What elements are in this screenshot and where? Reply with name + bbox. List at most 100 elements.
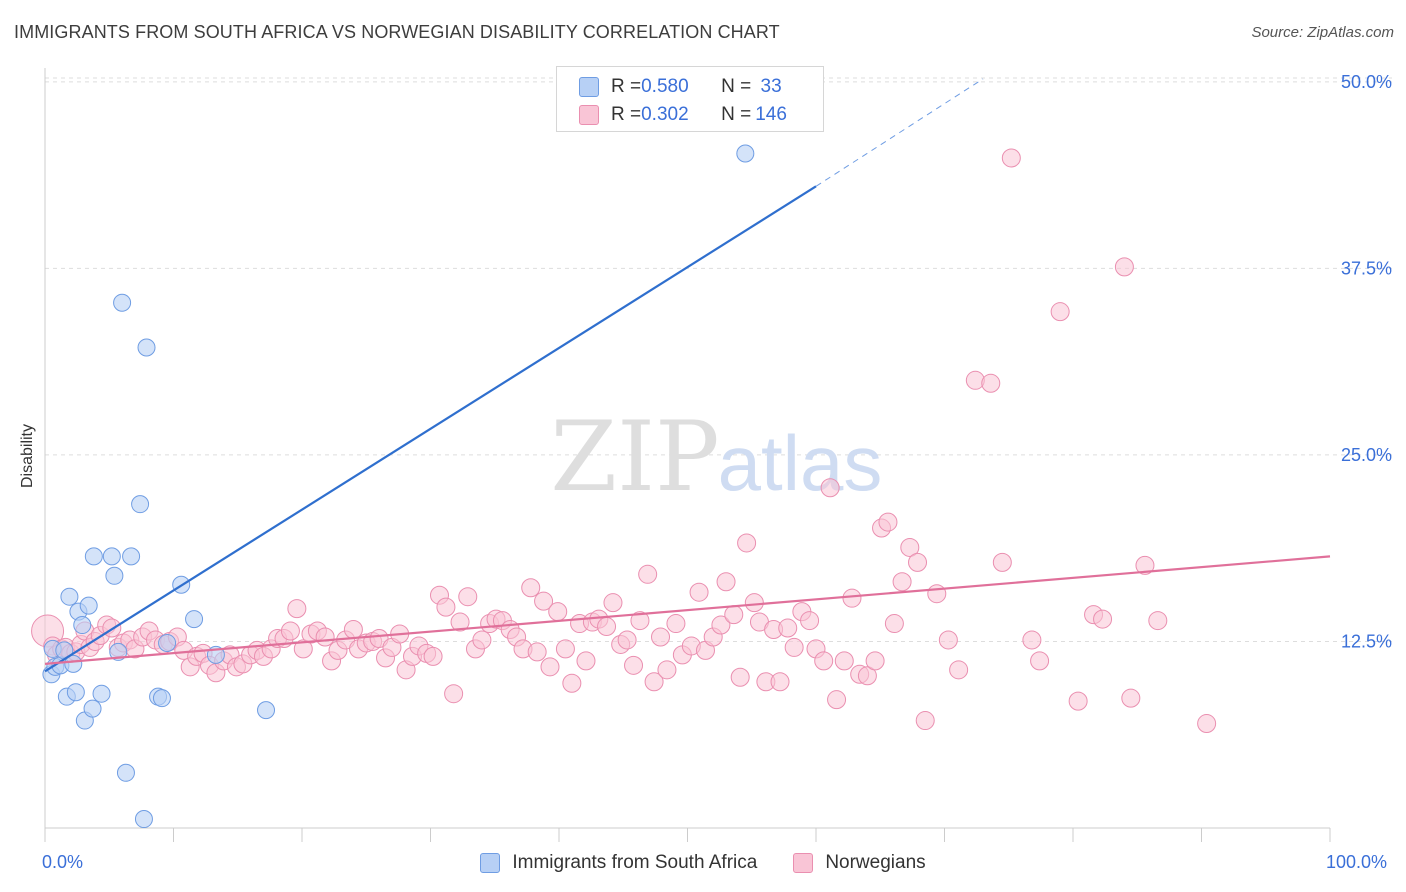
y-tick-label: 25.0% [1341, 445, 1392, 465]
x-tick-min: 0.0% [42, 852, 84, 872]
south-africa-point [131, 495, 150, 514]
norwegians-point [737, 533, 757, 553]
south-africa-point [92, 684, 111, 703]
legend-r-value: 0.302 [641, 104, 689, 125]
south-africa-point [73, 616, 92, 635]
y-tick-label: 12.5% [1341, 631, 1392, 651]
norwegians-point [689, 582, 709, 602]
norwegians-point [884, 614, 904, 634]
norwegians-point [576, 651, 596, 671]
norwegians-point [458, 587, 478, 607]
norwegians-point [472, 630, 492, 650]
legend-n-value: 33 [755, 76, 782, 97]
norwegians-trend-line [44, 555, 1331, 665]
norwegians-point [624, 655, 644, 675]
norwegians-point [908, 552, 928, 572]
norwegians-point [778, 618, 798, 638]
norwegians-point [1135, 555, 1155, 575]
norwegians-point [814, 651, 834, 671]
norwegians-point [603, 593, 623, 613]
south-africa-point [109, 642, 128, 661]
south-africa-point [257, 701, 276, 720]
watermark-atlas: atlas [718, 419, 883, 507]
trend-lines [44, 78, 1331, 673]
y-tick-labels: 12.5% 25.0% 37.5% 50.0% [1341, 72, 1392, 652]
chart-title: IMMIGRANTS FROM SOUTH AFRICA VS NORWEGIA… [14, 22, 780, 42]
norwegians-point [857, 666, 877, 686]
norwegians-point [842, 588, 862, 608]
legend-r-value: 0.580 [641, 76, 689, 97]
legend-swatch-blue [579, 77, 599, 97]
x-tick-max: 100.0% [1326, 852, 1388, 872]
norwegians-point [992, 552, 1012, 572]
norwegians-point [1121, 688, 1141, 708]
south-africa-point [105, 566, 124, 585]
watermark-zip: ZIP [550, 401, 719, 513]
norwegians-point [1093, 609, 1113, 629]
y-axis-label: Disability [19, 423, 36, 489]
legend-n-value: 146 [755, 104, 787, 125]
norwegians-point [827, 690, 847, 710]
norwegians-point [436, 597, 456, 617]
south-africa-point [158, 633, 177, 652]
norwegians-point [666, 614, 686, 634]
legend-swatch-pink [579, 105, 599, 125]
norwegians-point [915, 711, 935, 731]
south-africa-point [60, 587, 79, 606]
series-legend: Immigrants from South Africa Norwegians [0, 852, 1406, 874]
norwegians-point [1148, 611, 1168, 631]
norwegians-point [444, 684, 464, 704]
norwegians-point [938, 630, 958, 650]
norwegians-point [644, 672, 664, 692]
grid-lines [45, 77, 1392, 642]
norwegians-point [1050, 302, 1070, 322]
legend-n-label: N = [721, 104, 752, 125]
norwegians-point [527, 642, 547, 662]
south-africa-point [152, 689, 171, 708]
south-africa-point [79, 596, 98, 615]
norwegians-point [630, 611, 650, 631]
series-legend-south-africa: Immigrants from South Africa [480, 852, 757, 874]
norwegians-point [770, 672, 790, 692]
norwegians-point [315, 627, 335, 647]
norwegians-point [744, 593, 764, 613]
norwegians-point [280, 621, 300, 641]
series-swatch-pink [793, 853, 814, 873]
norwegians-point [878, 512, 898, 532]
norwegians-point [657, 660, 677, 680]
south-africa-trend-line [44, 185, 817, 673]
norwegians-point [651, 627, 671, 647]
norwegians-point [450, 612, 470, 632]
norwegians-point [617, 630, 637, 650]
norwegians-point [548, 602, 568, 622]
south-africa-point [137, 338, 156, 357]
norwegians-point [834, 651, 854, 671]
y-tick-label: 37.5% [1341, 258, 1392, 278]
legend-r-label: R = [611, 76, 642, 97]
norwegians-point [965, 370, 985, 390]
norwegians-point [521, 578, 541, 598]
norwegians-point [1022, 630, 1042, 650]
norwegians-point [927, 584, 947, 604]
south-africa-point [134, 810, 153, 829]
norwegians-point [900, 537, 920, 557]
norwegians-point [423, 646, 443, 666]
norwegians-point [555, 639, 575, 659]
south-africa-point [185, 610, 204, 629]
norwegians-point [949, 660, 969, 680]
south-africa-point [84, 547, 103, 566]
norwegians-point [534, 591, 554, 611]
norwegians-point [597, 617, 617, 637]
series-legend-norwegians: Norwegians [793, 852, 926, 874]
norwegians-point [287, 599, 307, 619]
legend-r-label: R = [611, 104, 642, 125]
axes [44, 68, 1331, 842]
norwegians-point [562, 673, 582, 693]
south-africa-point [736, 144, 755, 163]
norwegians-point [724, 605, 744, 625]
norwegians-point [892, 572, 912, 592]
south-africa-point [102, 547, 121, 566]
south-africa-point [83, 699, 102, 718]
south-africa-points [42, 144, 755, 829]
